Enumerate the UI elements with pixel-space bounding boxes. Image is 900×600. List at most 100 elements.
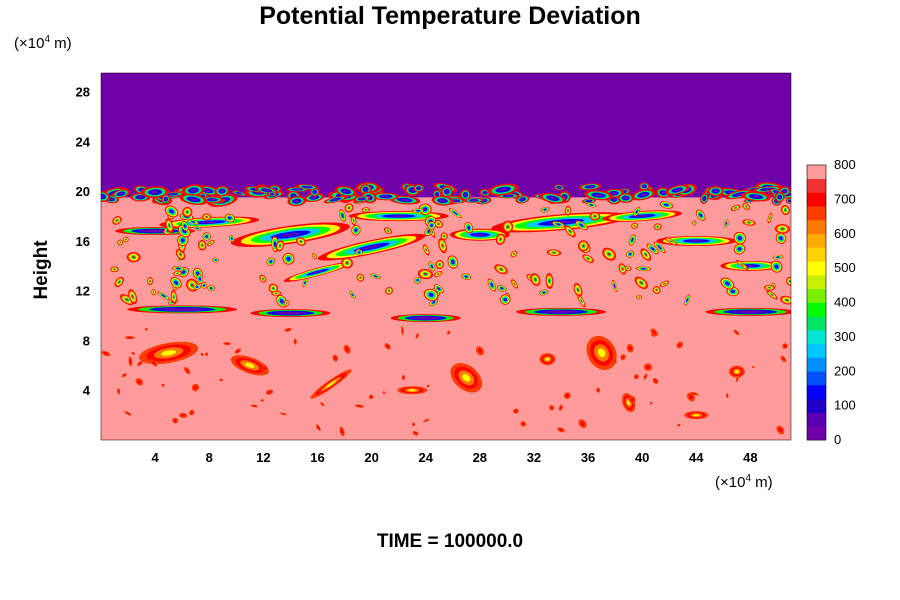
edge-cell [111,189,131,199]
cell [723,219,729,228]
speck [643,373,648,380]
cell [633,207,641,217]
x-tick-label: 40 [635,450,649,465]
speck [780,355,787,363]
cell [766,290,778,300]
cell [495,233,506,245]
cell [494,264,508,275]
cell [646,243,659,255]
cell [464,222,474,234]
cell [577,240,589,252]
cell [339,209,347,222]
speck [512,408,519,414]
cell [733,231,747,245]
cell [207,285,216,292]
edge-cell [582,198,596,204]
speck [184,367,191,375]
cell [440,232,448,241]
speck [733,329,740,336]
edge-cell [130,193,151,202]
cell [720,277,735,290]
speck [446,330,451,335]
cell [692,220,697,226]
cell [207,239,215,246]
cell [539,289,549,296]
speck [578,419,587,429]
speck [776,425,785,435]
speck [117,388,121,395]
speck [676,341,684,349]
edge-cell [707,186,724,197]
edge-cell [617,193,634,203]
colorbar-swatch [807,385,826,400]
speck [315,424,321,431]
x-tick-label: 20 [364,450,378,465]
edge-cell [182,184,205,197]
cell [624,265,632,271]
y-axis-unit: (×104 m) [14,34,72,52]
cell [271,290,282,296]
colorbar-swatch [807,288,826,303]
cell [433,284,444,294]
cell [311,253,317,260]
edge-cell [464,197,484,203]
patch [539,353,556,366]
cell [564,225,576,238]
speck [476,381,480,388]
patch [230,355,269,376]
colorbar-swatch [807,275,826,290]
speck [124,411,132,416]
cell [147,277,154,286]
edge-cell [296,184,319,190]
speck [265,389,274,395]
edge-cell [371,192,400,201]
cell [428,261,436,272]
speck [260,399,264,402]
cell [659,280,669,288]
cell [775,232,787,244]
speck [751,366,755,369]
cell [114,276,124,288]
cell [119,294,134,306]
cell [193,284,201,290]
cell [202,232,211,241]
cell [182,206,193,218]
edge-cell [459,189,471,201]
cell [767,212,773,224]
colorbar-swatch [807,412,826,427]
speck [686,392,696,402]
speck [426,384,430,388]
colorbar-swatch [807,343,826,358]
cell [417,268,434,280]
speck [261,364,268,372]
speck [384,343,391,350]
speck [412,431,419,436]
speck [401,374,406,381]
edge-cell [724,189,753,200]
colorbar-swatch [807,316,826,331]
cell [730,204,741,211]
x-axis-unit: (×104 m) [715,473,773,491]
cell [448,208,462,219]
x-tick-label: 16 [310,450,324,465]
cell [653,241,666,254]
cell [187,219,199,225]
time-label: TIME = 100000.0 [376,531,524,552]
colorbar-label: 600 [834,226,856,241]
speck [411,422,416,427]
speck [189,409,195,416]
cell [259,274,267,283]
y-tick-label: 8 [83,333,90,348]
speck [563,392,571,400]
edge-cell [479,189,491,197]
cell [173,270,182,276]
cell [500,294,511,305]
cell [530,273,541,286]
speck [284,327,292,332]
cell [634,276,648,290]
colorbar-swatch [807,398,826,413]
speck [596,387,601,393]
cell [611,279,618,292]
cell [172,266,185,271]
cell [275,240,285,252]
